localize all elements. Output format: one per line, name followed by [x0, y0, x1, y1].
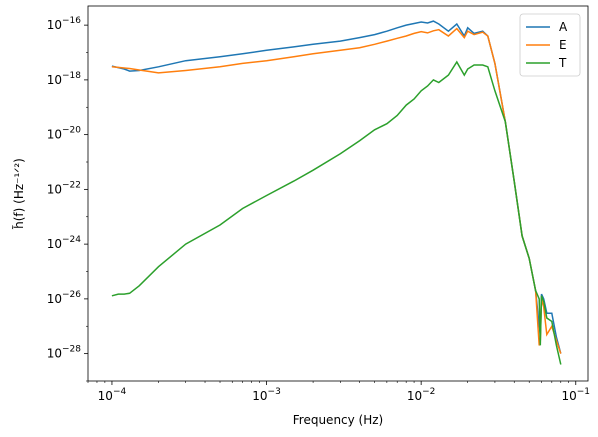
y-axis: 10−16 10−18 10−20 10−22 10−24 10−26 10−28 — [47, 16, 88, 382]
y-tick-label: 10−18 — [47, 71, 82, 87]
plot-area — [111, 20, 562, 365]
legend: AET — [519, 13, 581, 77]
x-tick-label: 10−1 — [561, 387, 590, 403]
legend-label-T: T — [558, 56, 567, 70]
x-tick-label: 10−3 — [252, 387, 281, 403]
legend-label-E: E — [559, 38, 567, 52]
series-T-line — [111, 60, 562, 365]
x-axis: 10−4 10−3 10−2 10−1 — [87, 381, 590, 403]
axes-frame — [87, 5, 589, 382]
y-tick-label: 10−20 — [47, 126, 82, 142]
series-E-line — [111, 27, 562, 354]
y-tick-label: 10−16 — [47, 16, 82, 32]
x-axis-label: Frequency (Hz) — [293, 413, 384, 427]
y-tick-label: 10−22 — [47, 180, 81, 196]
y-axis-label: h̃(f) (Hz⁻¹ᐟ²) — [12, 158, 26, 229]
x-tick-label: 10−2 — [407, 387, 436, 403]
x-tick-label: 10−4 — [98, 387, 127, 403]
legend-label-A: A — [559, 20, 568, 34]
y-tick-label: 10−28 — [47, 345, 82, 361]
y-tick-label: 10−26 — [47, 290, 82, 306]
y-tick-label: 10−24 — [47, 235, 82, 251]
